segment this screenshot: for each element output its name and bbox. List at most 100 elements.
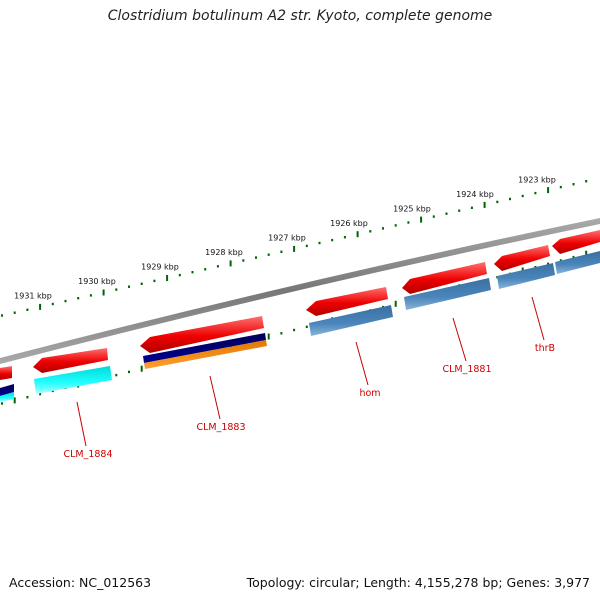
ruler-major-tick <box>483 201 486 208</box>
ruler-label: 1926 kbp <box>330 219 368 228</box>
ruler-minor-tick <box>140 282 143 285</box>
ruler-minor-tick <box>178 273 181 277</box>
ruler-minor-tick <box>216 265 219 268</box>
ruler-label: 1923 kbp <box>518 176 556 185</box>
accession-text: Accession: NC_012563 <box>9 575 152 590</box>
cds-block <box>555 251 600 274</box>
gene-arrow <box>552 230 600 254</box>
ruler-minor-tick <box>369 230 372 233</box>
gene-labels: CLM_1884 CLM_1883 hom CLM_1881 thrB <box>63 343 555 460</box>
ruler-minor-tick <box>13 311 16 314</box>
ruler-major-tick <box>267 333 270 340</box>
ruler-outer-ticks <box>1 180 588 317</box>
gene-label-clm-1881: CLM_1881 <box>442 364 491 375</box>
cds-block <box>0 392 14 402</box>
ruler-label: 1929 kbp <box>141 263 179 272</box>
ruler-major-tick <box>420 216 423 223</box>
ruler-major-tick <box>547 187 550 194</box>
gene-arrow <box>402 262 487 294</box>
ruler-major-tick <box>585 250 588 257</box>
ruler-minor-tick <box>432 215 435 218</box>
gene-label-hom: hom <box>359 388 380 399</box>
genome-summary-text: Topology: circular; Length: 4,155,278 bp… <box>246 575 590 590</box>
leader-line <box>531 296 545 341</box>
ruler-minor-tick <box>305 244 308 248</box>
ruler-label: 1931 kbp <box>14 292 52 301</box>
ruler-minor-tick <box>572 255 575 259</box>
gene-label-leaders <box>76 296 545 447</box>
ruler-minor-tick <box>572 183 575 186</box>
ruler-minor-tick <box>77 297 80 300</box>
ruler-minor-tick <box>496 200 499 204</box>
ruler-label: 1928 kbp <box>205 248 243 257</box>
cds-features <box>0 251 600 402</box>
ruler-minor-tick <box>305 325 308 328</box>
gene-arrow <box>33 348 108 373</box>
ruler-major-tick <box>140 365 143 372</box>
ruler-minor-tick <box>470 206 473 209</box>
ruler-minor-tick <box>280 250 283 253</box>
ruler-minor-tick <box>407 221 410 224</box>
ruler-minor-tick <box>242 259 245 262</box>
leader-line <box>76 401 87 447</box>
leader-line <box>355 341 369 386</box>
ruler-major-tick <box>166 275 169 281</box>
ruler-minor-tick <box>153 279 156 283</box>
cds-block <box>309 305 393 336</box>
ruler-minor-tick <box>1 402 3 405</box>
ruler-major-tick <box>102 289 105 296</box>
ruler-minor-tick <box>394 224 397 227</box>
ruler-minor-tick <box>115 288 118 291</box>
ruler-minor-tick <box>547 262 550 265</box>
ruler-minor-tick <box>534 191 537 195</box>
ruler-minor-tick <box>559 185 562 189</box>
ruler-minor-tick <box>26 396 29 399</box>
gene-label-thrb: thrB <box>535 343 555 354</box>
ruler-minor-tick <box>458 209 461 212</box>
gene-arrow <box>140 316 264 353</box>
ruler-minor-tick <box>191 271 194 274</box>
ruler-minor-tick <box>255 256 257 259</box>
ruler-minor-tick <box>509 197 511 201</box>
ruler-minor-tick <box>559 259 562 262</box>
cds-block <box>144 340 267 369</box>
genome-backbone <box>0 218 600 364</box>
ruler-minor-tick <box>280 332 283 335</box>
ruler-minor-tick <box>128 370 130 374</box>
cds-block <box>143 333 266 363</box>
ruler-major-tick <box>394 300 397 307</box>
ruler-minor-tick <box>343 236 346 239</box>
ruler-label: 1924 kbp <box>456 190 494 199</box>
ruler-minor-tick <box>128 285 130 288</box>
cds-block <box>497 263 555 289</box>
ruler-minor-tick <box>51 302 54 306</box>
ruler-minor-tick <box>89 294 92 297</box>
gene-label-clm-1884: CLM_1884 <box>63 449 112 460</box>
ruler-major-tick <box>13 397 16 404</box>
forward-strand-genes <box>0 230 600 380</box>
gene-arrow <box>0 366 12 380</box>
leader-line <box>209 375 221 420</box>
ruler-minor-tick <box>331 238 334 242</box>
gene-arrow <box>494 245 550 271</box>
ruler-minor-tick <box>293 328 296 332</box>
ruler-minor-tick <box>318 241 321 245</box>
ruler-minor-tick <box>64 299 67 303</box>
cds-block <box>34 366 112 394</box>
gene-arrow <box>306 287 388 316</box>
ruler-minor-tick <box>382 227 384 230</box>
ruler-minor-tick <box>204 268 207 271</box>
ruler-major-tick <box>39 303 42 310</box>
ruler-major-tick <box>293 245 296 252</box>
ruler-major-tick <box>356 231 359 238</box>
gene-label-clm-1883: CLM_1883 <box>196 422 245 433</box>
ruler-minor-tick <box>26 308 29 311</box>
ruler-label: 1927 kbp <box>268 234 306 243</box>
ruler-minor-tick <box>521 194 524 198</box>
cds-block <box>404 278 491 310</box>
ruler-major-tick <box>229 260 232 267</box>
map-title: Clostridium botulinum A2 str. Kyoto, com… <box>107 8 493 24</box>
ruler-label: 1930 kbp <box>78 277 116 286</box>
ruler-minor-tick <box>267 253 270 256</box>
